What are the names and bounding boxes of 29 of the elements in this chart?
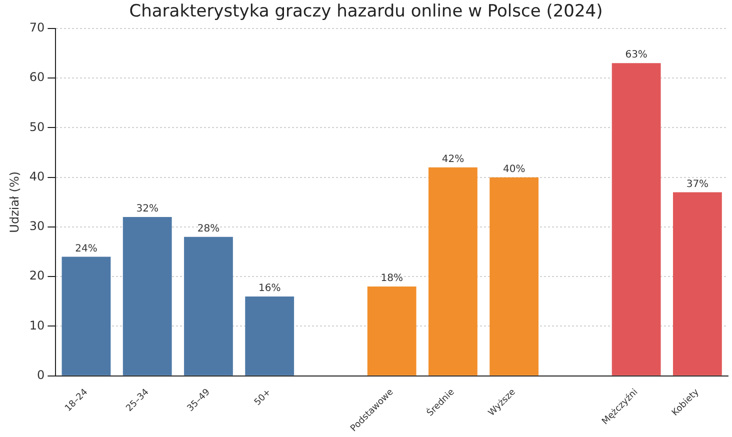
y-tick-label: 30 (29, 219, 45, 234)
data-label: 24% (75, 243, 98, 254)
y-tick-label: 70 (29, 20, 45, 35)
bar (367, 286, 416, 376)
y-tick-label: 40 (29, 169, 45, 184)
y-tick-label: 20 (29, 268, 45, 283)
bar (122, 217, 172, 376)
y-axis-title: Udział (%) (7, 171, 22, 233)
chart-title: Charakterystyka graczy hazardu online w Polsce (2024) (129, 2, 603, 22)
data-label: 40% (502, 164, 526, 175)
data-label: 16% (258, 283, 281, 294)
data-label: 37% (686, 178, 709, 190)
data-label: 32% (136, 204, 158, 215)
x-tick-label: 50+ (252, 387, 274, 408)
y-tick-label: 0 (37, 368, 45, 382)
y-tick-label: 60 (29, 70, 45, 84)
bar (428, 167, 478, 376)
y-tick-label: 10 (29, 318, 45, 332)
data-label: 63% (625, 50, 648, 61)
bar (62, 256, 111, 376)
bar (245, 296, 294, 376)
data-label: 42% (442, 154, 464, 165)
bar (612, 63, 661, 376)
y-tick-label: 50 (29, 120, 45, 134)
data-label: 18% (380, 273, 403, 284)
bar (184, 236, 233, 376)
bar (490, 177, 539, 376)
bar (672, 192, 722, 376)
data-label: 28% (197, 223, 220, 234)
